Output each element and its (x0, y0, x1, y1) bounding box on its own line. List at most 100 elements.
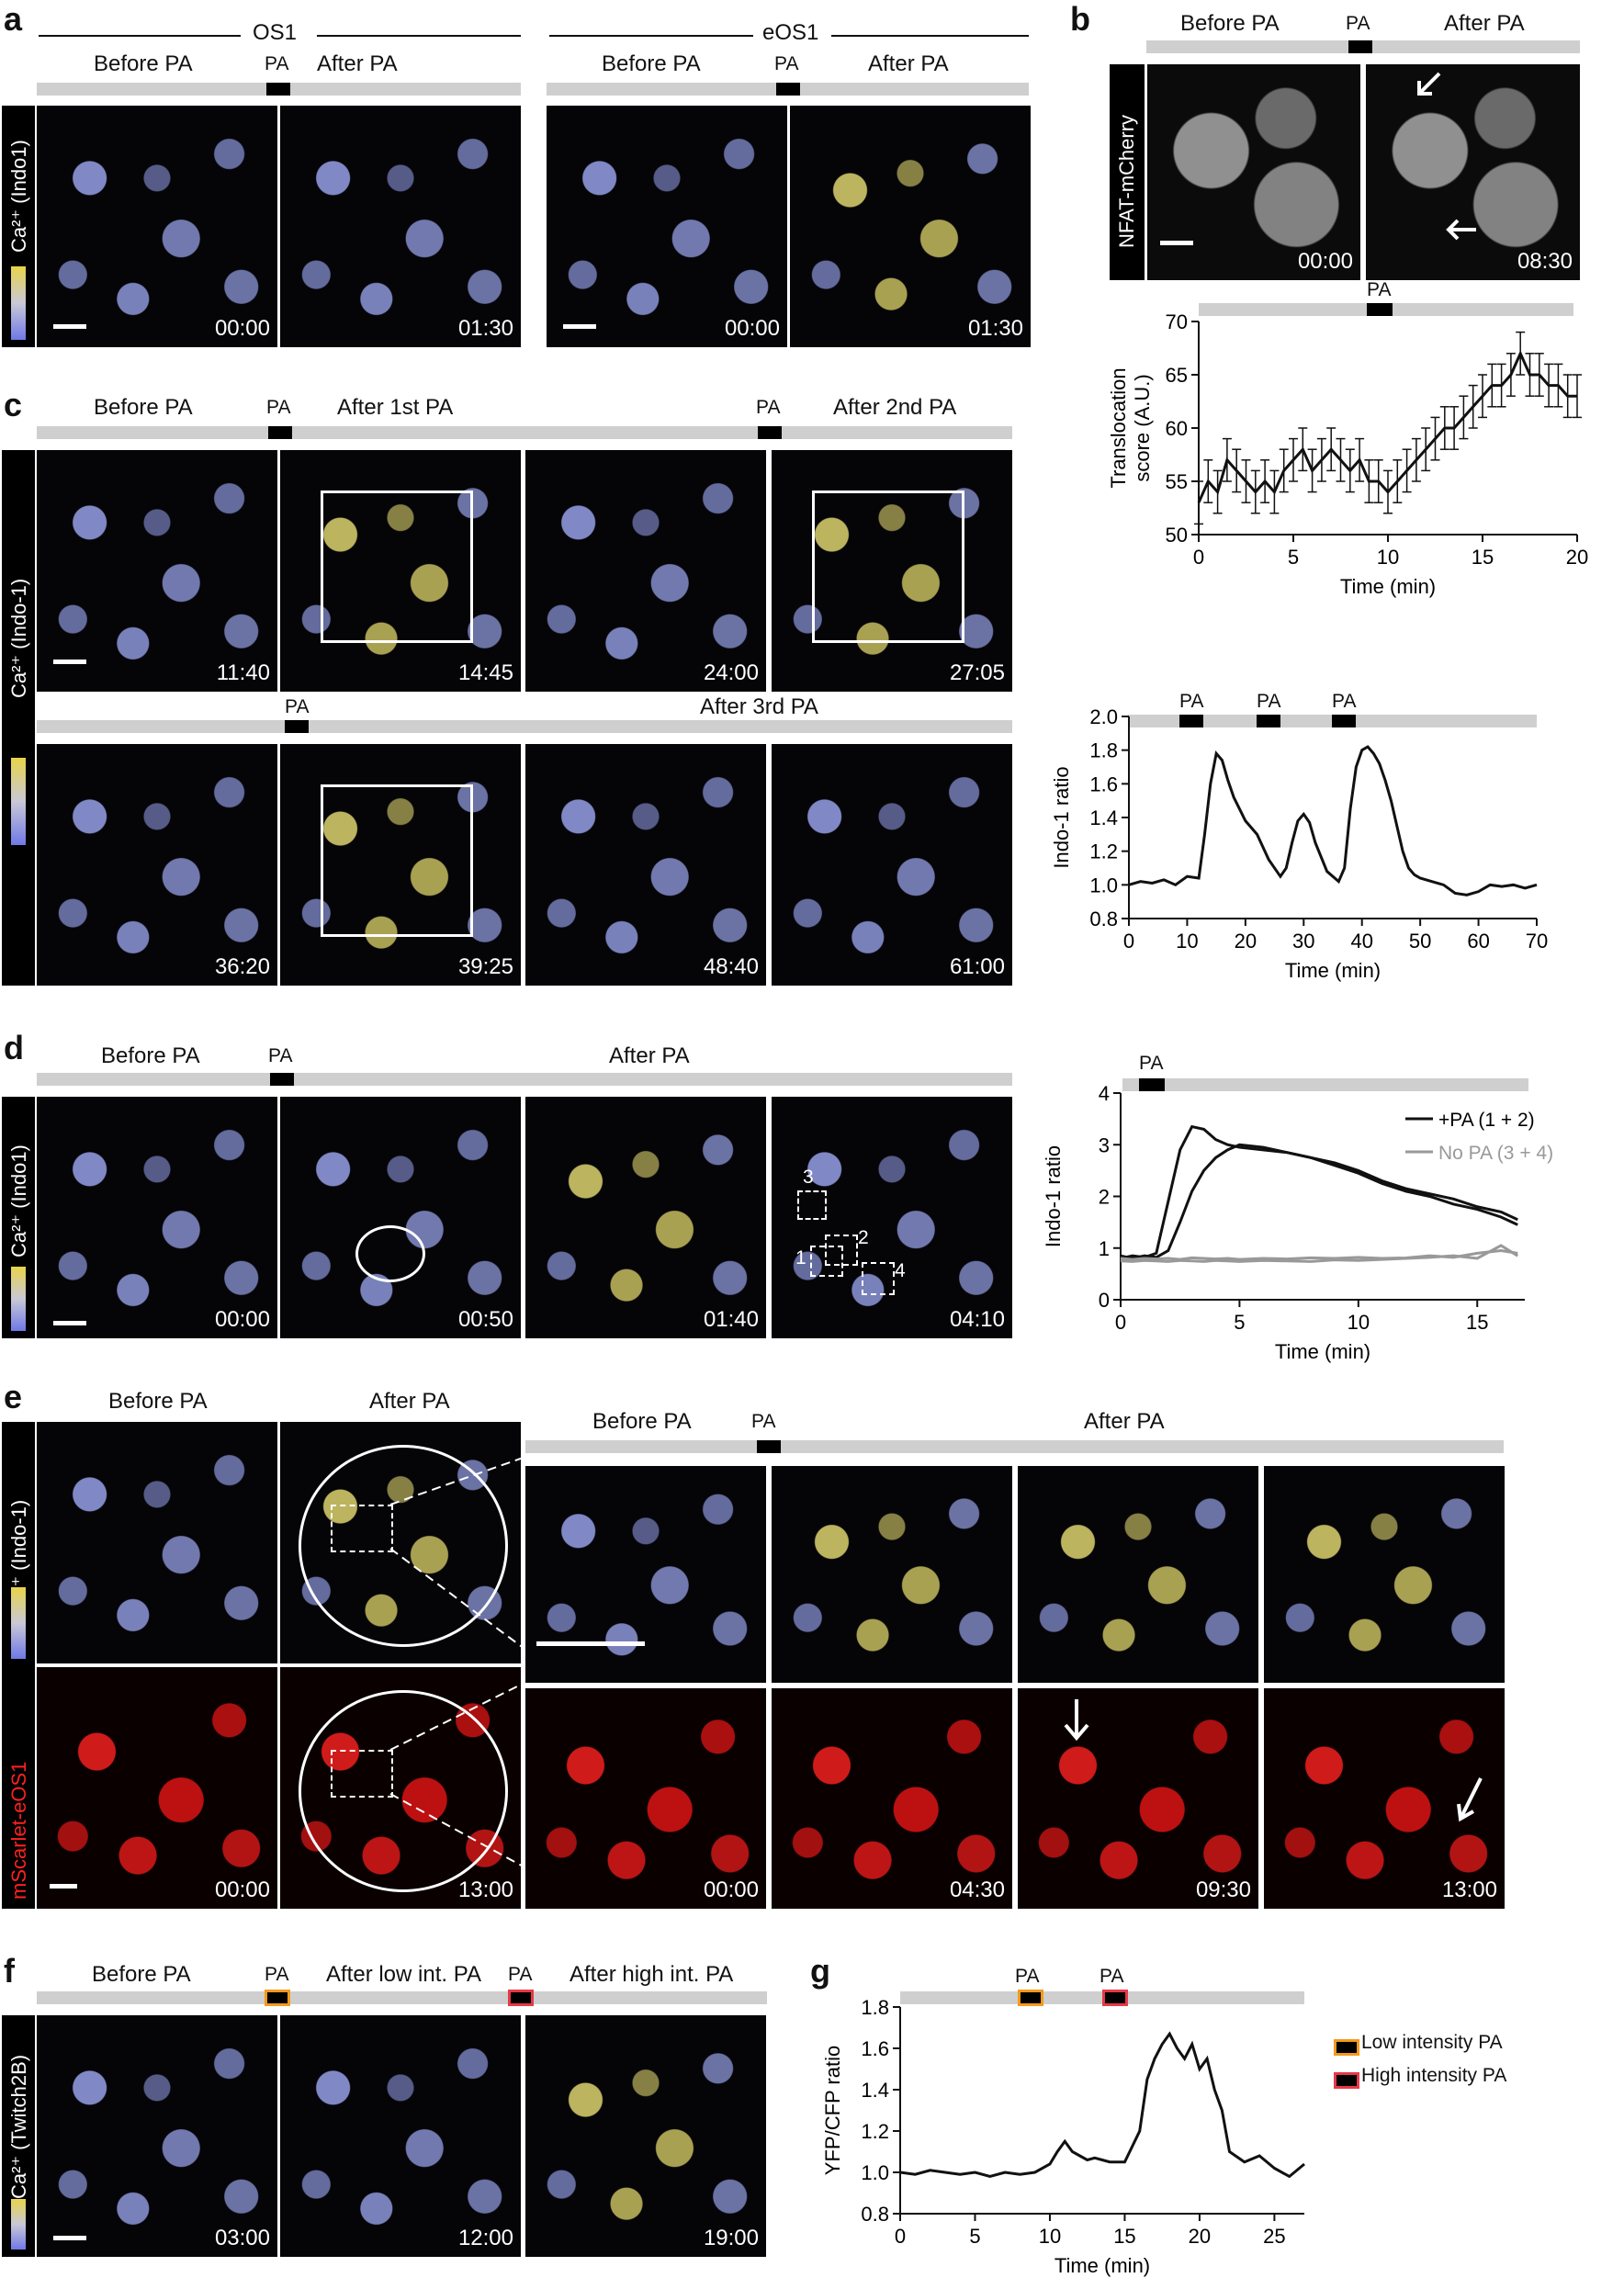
y-tick-label: 2.0 (1089, 705, 1118, 728)
e-overview-red-before: 00:00 (37, 1667, 277, 1909)
a-sidebar-label: Ca²⁺ (Indo1) (7, 140, 30, 253)
x-tick-label: 40 (1350, 930, 1372, 953)
scale-bar (53, 324, 86, 329)
c-image-r1-1: 11:40 (37, 450, 277, 692)
y-tick-label: 1.4 (1089, 806, 1118, 829)
arrow-head-icon (1446, 219, 1460, 241)
e-zoom-box (331, 1750, 393, 1798)
f-pa-low: PA (265, 1964, 289, 1985)
c-image-r2-1: 36:20 (37, 744, 277, 986)
a-os1-before-pa: Before PA (94, 51, 193, 76)
c-pa-3: PA (285, 696, 310, 717)
timestamp: 36:20 (214, 954, 270, 979)
d-pa: PA (268, 1045, 293, 1066)
c-colorbar (11, 758, 26, 845)
e-timeline (525, 1440, 1504, 1453)
g-pa-low: PA (1015, 1966, 1040, 1987)
e-zoom-red-1: 00:00 (525, 1688, 766, 1909)
x-tick-label: 20 (1566, 546, 1588, 569)
d-timeline (37, 1073, 1012, 1086)
x-tick-label: 15 (1113, 2225, 1135, 2248)
c-sidebar-label: Ca²⁺ (Indo-1) (7, 578, 30, 698)
x-tick-label: 0 (1193, 546, 1204, 569)
e-zoom-after-pa: After PA (1084, 1409, 1165, 1434)
timestamp: 12:00 (457, 2226, 513, 2250)
e-sidebar: Ca²⁺ (Indo-1) mScarlet-eOS1 (2, 1422, 35, 1909)
e-overview-before (37, 1422, 277, 1663)
d-roi-4 (862, 1262, 895, 1295)
x-axis-label: Time (min) (1285, 959, 1381, 982)
d-chart-pa: PA (1139, 1053, 1164, 1074)
timestamp: 04:30 (949, 1877, 1005, 1902)
y-axis-label: Indo-1 ratio (1050, 766, 1073, 868)
f-image-1: 03:00 (37, 2015, 277, 2257)
e-colorbar (11, 1587, 26, 1659)
y-tick-label: 65 (1166, 364, 1188, 387)
timestamp: 27:05 (949, 660, 1005, 685)
d-pa-marker (270, 1073, 294, 1086)
eos1-label: eOS1 (762, 20, 819, 45)
scale-bar (53, 660, 86, 664)
e-zoom-red-2: 04:30 (772, 1688, 1012, 1909)
arrow-head-icon (1457, 1803, 1474, 1822)
x-tick-label: 10 (1348, 1311, 1370, 1334)
timestamp: 13:00 (1441, 1877, 1497, 1902)
d-roi-label-3: 3 (803, 1167, 814, 1188)
arrow-head-icon (1064, 1723, 1089, 1742)
timestamp: 01:30 (967, 316, 1023, 341)
c-chart-pa-marker-3 (1332, 715, 1356, 727)
x-tick-label: 15 (1466, 1311, 1488, 1334)
x-tick-label: 15 (1472, 546, 1494, 569)
f-sidebar: Ca²⁺ (Twitch2B) (2, 2015, 35, 2257)
e-zoom-ca-3 (1018, 1466, 1258, 1683)
scale-bar (536, 1641, 645, 1646)
c-image-r1-3: 24:00 (525, 450, 766, 692)
panel-label-a: a (4, 0, 23, 38)
e-pa-marker (757, 1440, 781, 1453)
y-tick-label: 4 (1099, 1084, 1110, 1105)
panel-label-d: d (4, 1029, 24, 1066)
f-colorbar (11, 2199, 26, 2250)
series-line (1120, 1244, 1519, 1263)
g-legend-high-swatch (1334, 2072, 1359, 2089)
x-tick-label: 0 (1115, 1311, 1126, 1334)
legend-label-nopa: No PA (3 + 4) (1438, 1143, 1553, 1164)
x-axis-label: Time (min) (1054, 2254, 1150, 2277)
d-sidebar-label: Ca²⁺ (Indo1) (7, 1144, 30, 1257)
panel-label-f: f (4, 1952, 15, 1990)
x-tick-label: 5 (1234, 1311, 1245, 1334)
f-image-2: 12:00 (280, 2015, 521, 2257)
d-roi-ellipse (355, 1225, 425, 1282)
d-image-4: 3 2 1 4 04:10 (772, 1097, 1012, 1338)
b-arrows (1417, 72, 1476, 241)
a-eos1-before-pa: Before PA (602, 51, 701, 76)
timestamp: 13:00 (457, 1877, 513, 1902)
d-roi-label-1: 1 (795, 1247, 806, 1269)
x-tick-label: 5 (969, 2225, 980, 2248)
d-indo1-chart: 0 5 10 15 0 1 2 3 4 Time (min) Indo-1 ratio +PA (1 … (1042, 1084, 1553, 1363)
g-legend-low-swatch (1334, 2039, 1359, 2056)
timestamp: 61:00 (949, 954, 1005, 979)
d-roi-label-2: 2 (858, 1227, 869, 1248)
c-pa-marker-2 (758, 426, 782, 439)
a-eos1-image-after: 01:30 (790, 106, 1031, 347)
series-line (1128, 745, 1538, 896)
g-legend-high: High intensity PA (1361, 2065, 1507, 2086)
c-image-r2-4: 61:00 (772, 744, 1012, 986)
y-axis-label: score (A.U.) (1131, 374, 1154, 481)
y-tick-label: 0.8 (1089, 908, 1118, 930)
e-pa-region (299, 1445, 508, 1647)
c-after-2nd: After 2nd PA (833, 395, 957, 420)
y-tick-label: 1.8 (861, 1998, 889, 2019)
x-tick-label: 10 (1176, 930, 1198, 953)
timestamp: 01:40 (703, 1307, 759, 1332)
b-image-before: 00:00 (1147, 64, 1360, 280)
x-tick-label: 50 (1409, 930, 1431, 953)
timestamp: 11:40 (216, 660, 270, 685)
timestamp: 01:30 (457, 316, 513, 341)
timestamp: 00:50 (457, 1307, 513, 1332)
d-chart-pa-marker (1139, 1078, 1165, 1091)
c-pa-marker-1 (268, 426, 292, 439)
f-pa-high: PA (508, 1964, 533, 1985)
y-axis-label: YFP/CFP ratio (821, 2046, 844, 2175)
